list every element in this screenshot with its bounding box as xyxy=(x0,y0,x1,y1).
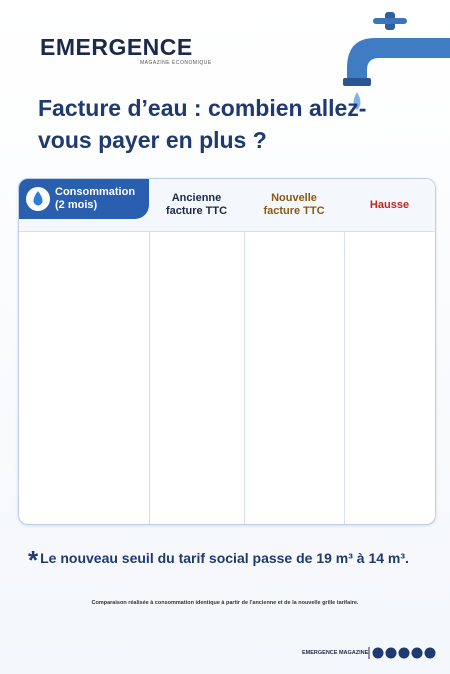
drop-icon xyxy=(26,187,50,211)
table: 14 m³ *161 MRU161 MRU0%15 m³172 MRU194 M… xyxy=(18,178,436,525)
header-cell: Hausse xyxy=(369,198,410,211)
header-cell: Ancienne facture TTC xyxy=(165,192,228,217)
table-header: Consommation (2 mois) Ancienne facture TT… xyxy=(19,179,435,232)
footnote: * Le nouveau seuil du tarif social passe … xyxy=(28,545,409,576)
footnote-marker: * xyxy=(28,545,39,575)
faucet-icon xyxy=(343,12,450,110)
column-divider xyxy=(149,179,150,524)
column-divider xyxy=(244,179,245,524)
header-cell: Nouvelle facture TTC xyxy=(263,192,325,217)
column-divider xyxy=(344,179,345,524)
logo: EMERGENCE xyxy=(40,34,193,60)
footer-brand: EMERGENCE MAGAZINE xyxy=(302,650,369,656)
method-note: Comparaison réalisée à consommation iden… xyxy=(91,600,359,606)
header-cell: Consommation (2 mois) xyxy=(55,186,136,211)
social-icons xyxy=(368,647,436,659)
title: Facture d’eau : combien allez-vous payer… xyxy=(38,95,367,153)
tagline: MAGAZINE ÉCONOMIQUE xyxy=(140,60,212,66)
footnote-text: Le nouveau seuil du tarif social passe d… xyxy=(40,550,409,566)
header-tab: Consommation (2 mois) xyxy=(19,179,149,219)
